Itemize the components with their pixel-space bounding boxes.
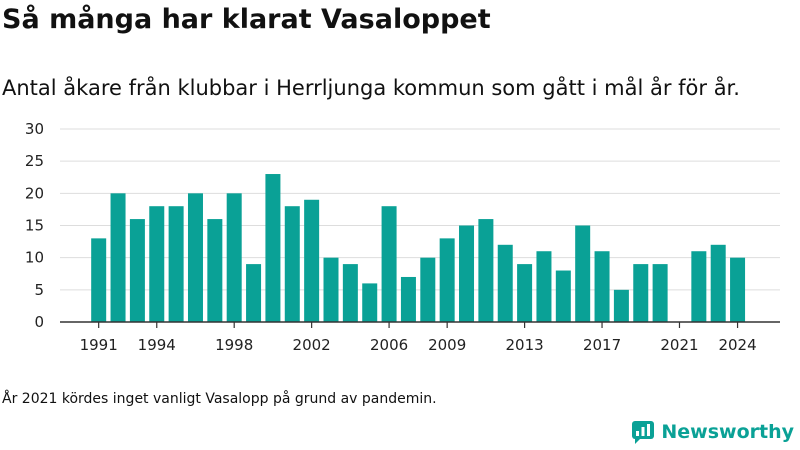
y-tick-label: 15 <box>25 217 44 235</box>
newsworthy-logo-icon <box>632 421 655 444</box>
bar-2001 <box>284 206 300 322</box>
axes: 0 5 10 15 20 25 30 1991 1994 1998 2002 2006 2009 2013… <box>25 120 780 354</box>
brand-logo: Newsworthy <box>631 420 794 444</box>
footnote: År 2021 kördes inget vanligt Vasalopp på… <box>2 391 437 407</box>
bar-1998 <box>226 193 242 322</box>
chart-subtitle: Antal åkare från klubbar i Herrljunga ko… <box>2 76 740 100</box>
bar-chart: 0 5 10 15 20 25 30 1991 1994 1998 2002 2006 2009 2013… <box>25 120 780 354</box>
x-tick-label: 2006 <box>370 336 408 354</box>
bar-2010 <box>459 225 475 322</box>
bar-2018 <box>613 289 629 322</box>
x-tick-label: 1998 <box>215 336 253 354</box>
bar-1992 <box>110 193 126 322</box>
bar-2012 <box>497 244 513 322</box>
x-tick-label: 2021 <box>660 336 698 354</box>
x-tick-label: 1994 <box>138 336 176 354</box>
bar-2017 <box>594 251 610 322</box>
bar-2016 <box>575 225 591 322</box>
x-tick-label: 2024 <box>718 336 756 354</box>
x-tick-label: 2002 <box>293 336 331 354</box>
bar-2008 <box>420 257 436 322</box>
bar-2003 <box>323 257 339 322</box>
bar-2005 <box>362 283 378 322</box>
gridlines <box>60 128 780 291</box>
x-tick-label: 2009 <box>428 336 466 354</box>
bar-1996 <box>187 193 203 322</box>
x-tick-label: 2017 <box>583 336 621 354</box>
y-tick-label: 5 <box>34 281 44 299</box>
bar-2015 <box>555 270 571 322</box>
y-tick-label: 30 <box>25 120 44 138</box>
bar-2022 <box>691 251 707 322</box>
bar-2006 <box>381 206 397 322</box>
bar-2004 <box>342 264 358 322</box>
bar-1994 <box>149 206 165 322</box>
bar-1999 <box>246 264 262 322</box>
bar-1997 <box>207 219 223 322</box>
brand-name: Newsworthy <box>661 421 794 443</box>
chart-title: Så många har klarat Vasaloppet <box>2 4 491 35</box>
bar-2013 <box>517 264 533 322</box>
y-tick-label: 20 <box>25 184 44 202</box>
y-tick-label: 0 <box>34 313 44 331</box>
bar-2007 <box>400 276 416 322</box>
bar-2020 <box>652 264 668 322</box>
bar-2000 <box>265 174 281 322</box>
bar-1995 <box>168 206 184 322</box>
bar-2009 <box>439 238 455 322</box>
y-tick-label: 10 <box>25 249 44 267</box>
bar-1991 <box>91 238 107 322</box>
bar-2019 <box>633 264 649 322</box>
bar-2014 <box>536 251 552 322</box>
x-tick-label: 1991 <box>80 336 118 354</box>
bar-1993 <box>129 219 145 322</box>
x-tick-label: 2013 <box>506 336 544 354</box>
bar-2011 <box>478 219 494 322</box>
y-tick-label: 25 <box>25 152 44 170</box>
bars <box>91 174 746 322</box>
bar-2002 <box>304 199 320 322</box>
bar-2023 <box>710 244 726 322</box>
bar-2024 <box>730 257 746 322</box>
